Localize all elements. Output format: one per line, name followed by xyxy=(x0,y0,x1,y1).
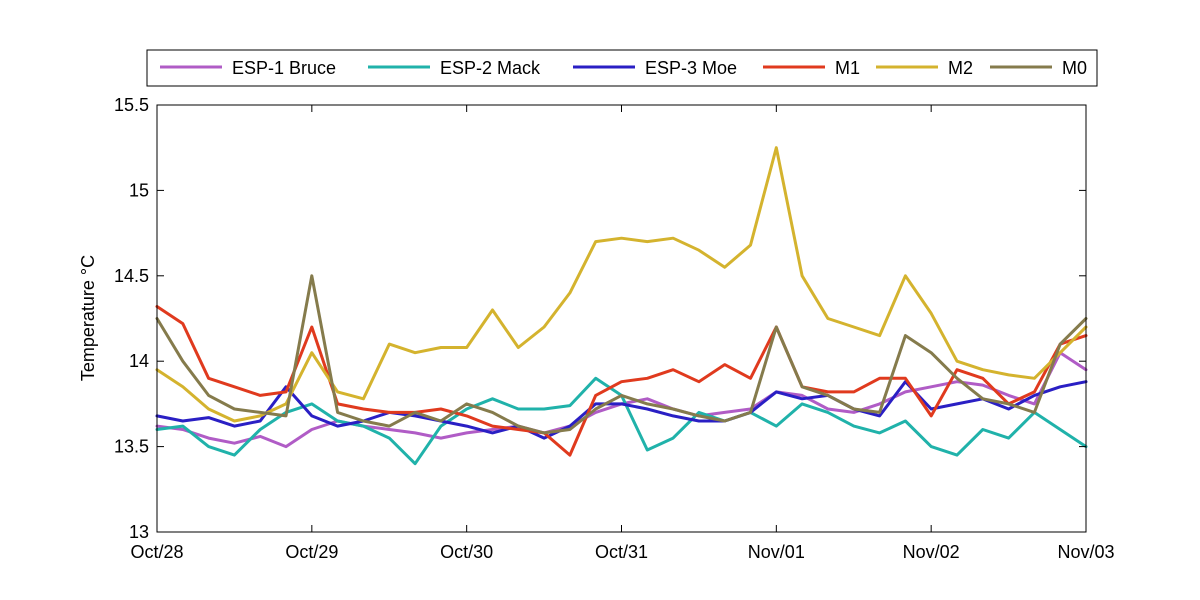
x-tick-label: Nov/02 xyxy=(903,542,960,562)
x-tick-label: Oct/28 xyxy=(130,542,183,562)
series-layer xyxy=(155,146,1088,466)
legend-label: ESP-1 Bruce xyxy=(232,58,336,78)
legend-label: ESP-2 Mack xyxy=(440,58,541,78)
y-tick-label: 15 xyxy=(129,180,149,200)
plot-area-background xyxy=(157,105,1086,532)
legend-label: M2 xyxy=(948,58,973,78)
x-tick-label: Nov/03 xyxy=(1057,542,1114,562)
series-line-3 xyxy=(155,380,1088,440)
y-axis: 13 13.5 14 14.5 15 15.5 xyxy=(114,95,1086,542)
y-tick-label: 14 xyxy=(129,351,149,371)
x-tick-label: Oct/30 xyxy=(440,542,493,562)
legend: ESP-1 Bruce ESP-2 Mack ESP-3 Moe M1 M2 M0 xyxy=(146,49,1098,87)
y-tick-label: 14.5 xyxy=(114,266,149,286)
series-line-6 xyxy=(155,274,1088,435)
series-line-4 xyxy=(155,305,1088,457)
x-axis: Oct/28 Oct/29 Oct/30 Oct/31 Nov/01 Nov/02 Nov/… xyxy=(130,105,1115,562)
legend-label: M0 xyxy=(1062,58,1087,78)
x-tick-label: Oct/29 xyxy=(285,542,338,562)
legend-items: ESP-1 Bruce ESP-2 Mack ESP-3 Moe M1 M2 M0 xyxy=(160,58,1087,78)
y-tick-label: 15.5 xyxy=(114,95,149,115)
legend-label: M1 xyxy=(835,58,860,78)
legend-label: ESP-3 Moe xyxy=(645,58,737,78)
series-line-5 xyxy=(155,146,1088,423)
y-tick-label: 13 xyxy=(129,522,149,542)
x-tick-label: Nov/01 xyxy=(748,542,805,562)
y-tick-label: 13.5 xyxy=(114,437,149,457)
y-axis-label: Temperature °C xyxy=(78,255,98,381)
x-tick-label: Oct/31 xyxy=(595,542,648,562)
